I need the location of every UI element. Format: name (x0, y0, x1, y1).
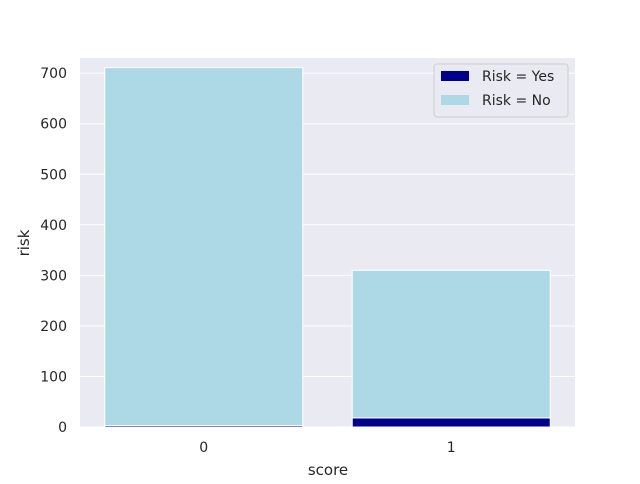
legend-swatch (441, 95, 469, 105)
legend-swatch (441, 71, 469, 81)
y-tick-label: 200 (40, 319, 67, 335)
bar-risk-no-0 (104, 67, 304, 426)
legend-label: Risk = Yes (482, 69, 554, 85)
bars (104, 67, 551, 428)
y-tick-labels: 0 100 200 300 400 500 600 700 (40, 66, 67, 436)
y-tick-label: 700 (40, 66, 67, 82)
y-tick-label: 400 (40, 218, 67, 234)
bar-risk-yes-1 (351, 417, 551, 428)
y-tick-label: 300 (40, 268, 67, 284)
legend-label: Risk = No (482, 93, 551, 109)
y-tick-label: 500 (40, 167, 67, 183)
x-tick-label: 1 (447, 440, 456, 456)
y-axis-label: risk (15, 229, 33, 256)
x-tick-label: 0 (199, 440, 208, 456)
bar-risk-no-1 (351, 269, 551, 419)
y-tick-label: 100 (40, 369, 67, 385)
x-axis-label: score (308, 461, 348, 479)
y-tick-label: 600 (40, 117, 67, 133)
y-tick-label: 0 (58, 420, 67, 436)
legend: Risk = Yes Risk = No (433, 63, 569, 118)
